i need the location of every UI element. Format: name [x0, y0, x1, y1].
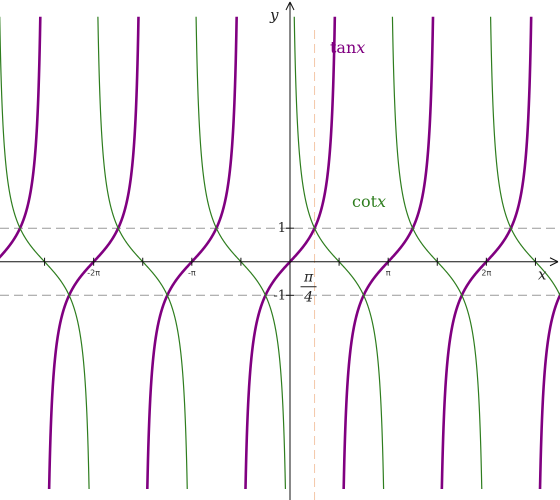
tan-branch [538, 292, 560, 490]
pi-over-4-denominator: 4 [303, 290, 313, 306]
cot-series [0, 16, 560, 490]
cot-branch [97, 16, 188, 490]
tan-branch [440, 16, 533, 490]
tan-branch [0, 16, 42, 259]
tan-label: tanx [330, 38, 365, 57]
reference-lines [0, 30, 560, 500]
curves [0, 16, 560, 490]
tan-series [0, 16, 560, 490]
cot-branch [490, 16, 560, 297]
cot-branch [0, 16, 90, 490]
tick-marks [44, 227, 536, 296]
x-axis-label: x [538, 266, 547, 284]
cot-branch [293, 16, 385, 490]
y-tick-label: -1 [273, 288, 286, 303]
labels: -2π -π π 2π 1 -1 x y π 4 tanx cotx [87, 6, 547, 306]
cot-label: cotx [352, 192, 386, 211]
x-tick-label: π [386, 269, 391, 278]
y-axis-label: y [269, 6, 279, 24]
y-axis-arrow [285, 1, 295, 11]
x-axis-arrow [549, 257, 559, 267]
tan-branch [47, 16, 140, 490]
x-tick-label: -π [188, 269, 196, 278]
tan-branch [342, 16, 435, 490]
x-tick-label: -2π [87, 269, 100, 278]
x-tick-label: 2π [481, 269, 491, 278]
y-tick-label: 1 [278, 221, 286, 236]
cot-branch [195, 16, 287, 490]
cot-branch [391, 16, 483, 490]
tan-branch [146, 16, 238, 490]
pi-over-4-numerator: π [303, 270, 314, 286]
